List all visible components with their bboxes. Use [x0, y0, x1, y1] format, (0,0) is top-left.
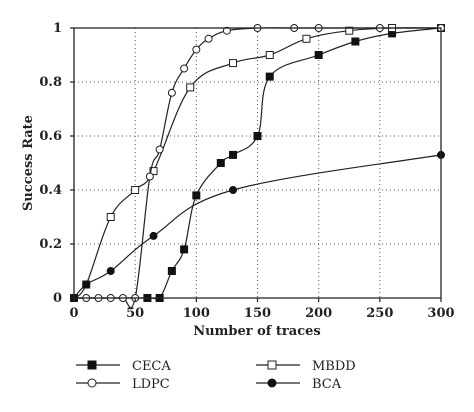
ceca-point	[229, 150, 238, 159]
mbdd-point	[131, 186, 140, 194]
legend-item-mbdd: MBDD	[256, 359, 356, 374]
mbdd-point	[186, 83, 195, 92]
ceca-point	[351, 37, 360, 46]
ldpc-point	[192, 45, 201, 54]
y-tick-label: 0.2	[39, 237, 62, 252]
x-tick-label: 300	[427, 306, 454, 321]
legend-ceca-point	[87, 360, 97, 370]
bca-point	[82, 280, 91, 289]
y-tick-label: 0	[53, 291, 62, 306]
grid	[74, 28, 441, 298]
legend-label-mbdd: MBDD	[312, 359, 356, 374]
x-tick-label: 0	[69, 306, 78, 321]
x-tick-label: 100	[183, 306, 210, 321]
legend-label-bca: BCA	[312, 377, 342, 392]
legend-item-ldpc: LDPC	[76, 377, 170, 392]
mbdd-point	[345, 26, 354, 35]
mbdd-point	[302, 34, 311, 43]
legend-item-bca: BCA	[256, 377, 342, 392]
y-tick-label: 0.6	[39, 129, 62, 144]
legend-mbdd-point	[267, 360, 277, 370]
ceca-point	[167, 267, 176, 275]
legend-label-ldpc: LDPC	[132, 377, 170, 392]
x-tick-label: 150	[244, 306, 271, 321]
y-tick-label: 0.8	[39, 75, 62, 90]
ldpc-point	[167, 88, 176, 97]
mbdd-point	[106, 213, 115, 221]
ldpc-point	[180, 64, 189, 73]
ceca-point	[180, 245, 189, 254]
series-ldpc	[70, 24, 445, 309]
x-tick-label: 50	[126, 306, 144, 321]
x-tick-label: 250	[366, 306, 393, 321]
legend-label-ceca: CECA	[132, 359, 171, 374]
ldpc-point	[145, 172, 154, 181]
bca-point	[229, 186, 238, 194]
ldpc-point	[155, 145, 164, 154]
ceca-point	[253, 132, 262, 140]
x-axis-label: Number of traces	[193, 324, 320, 339]
legend-bca-point	[267, 378, 277, 388]
mbdd-point	[149, 167, 158, 176]
ldpc-point	[222, 26, 231, 35]
series-bca	[70, 150, 445, 302]
y-tick-label: 0.4	[39, 183, 62, 198]
tick-labels: 0 0.2 0.4 0.6 0.8 1 0 50 100 150 200 250 300	[39, 21, 454, 321]
bca-point	[149, 231, 158, 240]
legend-item-ceca: CECA	[76, 359, 171, 374]
x-tick-label: 200	[305, 306, 332, 321]
ldpc-point	[204, 34, 213, 43]
y-axis-label: Success Rate	[21, 115, 36, 211]
mbdd-point	[229, 59, 238, 68]
bca-point	[106, 267, 115, 275]
ceca-point	[265, 72, 274, 81]
series-group	[70, 24, 445, 309]
series-line-ldpc	[73, 27, 441, 309]
ceca-point	[192, 191, 201, 200]
y-tick-label: 1	[53, 21, 62, 36]
ceca-point	[216, 159, 225, 167]
axes	[70, 27, 442, 302]
legend: CECA MBDD LDPC BCA	[76, 359, 356, 392]
legend-ldpc-point	[87, 378, 97, 388]
ceca-point	[314, 51, 323, 59]
mbdd-point	[265, 51, 274, 59]
